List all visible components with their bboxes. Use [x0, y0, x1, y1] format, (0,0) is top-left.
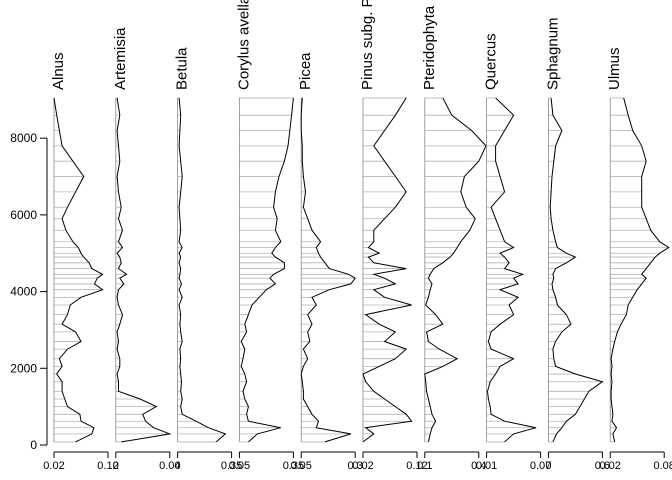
taxon-panel-corylus-avellana: 0.05 0.35 Corylus avellana	[229, 0, 304, 472]
y-tick-label: 6000	[10, 208, 37, 222]
x-tick-label: 0.3	[348, 460, 363, 472]
taxon-name: Ulmus	[606, 47, 623, 90]
x-tick-label: 0.1	[417, 460, 432, 472]
x-tick-label: 0.07	[530, 460, 551, 472]
taxon-panel-pinus-subg-pinus: 0.02 0.12 Pinus subg. Pinus	[352, 0, 427, 472]
taxon-name: Artemisia	[112, 27, 129, 90]
taxon-panel-betula: 0 0.35 Betula	[174, 47, 243, 472]
x-tick-label: 0.12	[406, 460, 427, 472]
x-tick-label: 0.12	[97, 460, 118, 472]
series-line	[178, 97, 227, 443]
y-tick-label: 0	[30, 438, 37, 452]
taxon-name: Quercus	[483, 33, 500, 90]
taxon-name: Sphagnum	[544, 17, 561, 90]
x-tick-label: 0.02	[599, 460, 620, 472]
x-tick-label: 0.35	[283, 460, 304, 472]
taxon-panel-pteridophyta: 0.1 0.4 Pteridophyta	[417, 5, 487, 472]
x-tick-label: 0.04	[159, 460, 180, 472]
series-line	[424, 97, 487, 443]
taxon-name: Pinus subg. Pinus	[359, 0, 376, 90]
x-tick-label: 0.02	[43, 460, 64, 472]
taxon-name: Pteridophyta	[421, 5, 438, 90]
x-tick-label: 0.4	[471, 460, 486, 472]
series-line	[53, 97, 104, 443]
x-tick-label: 0.6	[595, 460, 610, 472]
series-line	[549, 97, 604, 443]
y-tick-label: 2000	[10, 361, 37, 375]
x-tick-label: 0.05	[229, 460, 250, 472]
x-tick-label: 0	[175, 460, 181, 472]
taxon-panel-alnus: 0.02 0.12 Alnus	[43, 52, 118, 472]
y-tick-label: 4000	[10, 285, 37, 299]
series-line	[362, 97, 413, 443]
y-axis: 0 2000 4000 6000 8000	[10, 131, 48, 452]
x-tick-label: 0.02	[352, 460, 373, 472]
y-tick-label: 8000	[10, 131, 37, 145]
taxon-name: Corylus avellana	[235, 0, 252, 90]
series-line	[486, 97, 537, 443]
taxon-name: Picea	[297, 52, 314, 90]
x-tick-label: 0	[545, 460, 551, 472]
taxon-panel-picea: 0.05 0.3 Picea	[290, 52, 362, 472]
series-line	[240, 97, 294, 443]
series-line	[300, 97, 356, 443]
taxon-name: Betula	[174, 47, 191, 90]
taxon-panel-quercus: 0.01 0.07 Quercus	[476, 33, 551, 472]
taxon-panel-ulmus: 0.02 0.08 Ulmus	[599, 47, 672, 472]
x-tick-label: 0.08	[653, 460, 672, 472]
x-tick-label: 0	[113, 460, 119, 472]
series-line	[116, 97, 172, 443]
x-tick-label: 0.01	[476, 460, 497, 472]
taxon-panel-sphagnum: 0 0.6 Sphagnum	[544, 17, 610, 472]
x-tick-label: 0.05	[290, 460, 311, 472]
series-line	[610, 97, 670, 443]
x-tick-label: 0.35	[221, 460, 242, 472]
taxon-name: Alnus	[50, 52, 67, 90]
